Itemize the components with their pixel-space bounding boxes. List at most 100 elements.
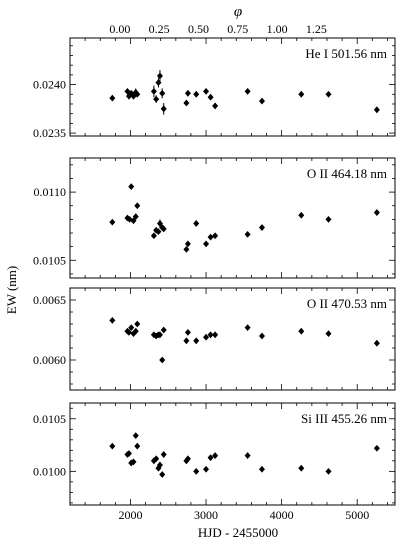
data-point <box>207 331 214 339</box>
y-tick-label: 0.0105 <box>33 253 66 267</box>
top-tick-label: 0.25 <box>149 22 170 36</box>
data-point <box>203 240 210 248</box>
top-axis-label: φ <box>234 4 242 20</box>
data-point <box>244 324 251 331</box>
data-point <box>373 209 380 216</box>
top-tick-label: 0.00 <box>109 22 130 36</box>
y-tick-label: 0.0065 <box>33 293 66 307</box>
data-point <box>153 332 160 340</box>
panel-frame <box>69 37 396 137</box>
data-point <box>203 465 210 473</box>
data-point <box>184 329 191 336</box>
data-point <box>150 232 157 240</box>
data-point <box>159 356 166 364</box>
top-tick-label: 1.00 <box>267 22 288 36</box>
data-point <box>325 467 332 475</box>
x-tick-label: 2000 <box>118 508 142 522</box>
data-point <box>298 327 305 335</box>
data-point <box>156 72 163 80</box>
panel-label: O II 470.53 nm <box>307 296 387 311</box>
x-tick-label: 3000 <box>194 508 218 522</box>
panel-label: Si III 455.26 nm <box>301 411 387 426</box>
data-point <box>130 217 137 225</box>
data-point <box>134 202 141 210</box>
data-point <box>183 99 190 107</box>
data-point <box>153 95 160 103</box>
data-point <box>183 337 190 345</box>
data-point <box>184 455 191 463</box>
data-point <box>258 465 265 473</box>
data-point <box>373 339 380 347</box>
top-tick-label: 1.25 <box>306 22 327 36</box>
data-point <box>134 442 141 450</box>
data-point <box>126 215 133 223</box>
data-point <box>207 454 214 462</box>
data-point <box>183 245 190 253</box>
y-tick-label: 0.0100 <box>33 464 66 478</box>
data-point <box>193 220 200 227</box>
data-point <box>125 450 132 457</box>
data-point <box>373 106 380 114</box>
data-point <box>132 432 139 439</box>
data-point <box>156 331 163 339</box>
data-point <box>109 442 116 450</box>
data-point <box>325 90 332 98</box>
top-tick-label: 0.50 <box>188 22 209 36</box>
y-tick-label: 0.0060 <box>33 353 66 367</box>
top-phase-axis: φ 0.00 0.25 0.50 0.75 1.00 1.25 <box>109 4 327 36</box>
data-point <box>159 89 166 97</box>
y-tick-label: 0.0105 <box>33 412 66 426</box>
y-tick-label: 0.0240 <box>33 78 66 92</box>
data-point <box>258 224 265 231</box>
data-point <box>155 228 162 236</box>
data-point <box>160 225 167 233</box>
x-tick-label: 5000 <box>345 508 369 522</box>
data-point <box>132 213 139 221</box>
data-point <box>130 458 137 466</box>
data-point <box>134 90 141 98</box>
x-axis-label: HJD - 2455000 <box>198 525 278 540</box>
data-point <box>212 232 219 240</box>
data-point <box>203 333 210 341</box>
data-point <box>160 105 167 113</box>
data-point <box>258 97 265 105</box>
data-point <box>244 87 251 95</box>
data-point <box>193 90 200 98</box>
panel-label: O II 464.18 nm <box>307 166 387 181</box>
y-tick-label: 0.0235 <box>33 126 66 140</box>
data-point <box>153 455 160 463</box>
data-point <box>156 461 163 469</box>
panel-frame <box>69 157 396 279</box>
data-point <box>298 90 305 98</box>
data-point <box>373 444 380 452</box>
y-tick-label: 0.0110 <box>33 185 66 199</box>
data-point <box>193 467 200 475</box>
data-point <box>298 211 305 219</box>
data-point <box>244 230 251 238</box>
data-point <box>212 331 219 339</box>
data-point <box>128 183 135 191</box>
data-point <box>212 102 219 110</box>
data-point <box>212 452 219 459</box>
panel-2: 0.0105 0.0110 O II 464.18 nm <box>33 157 396 279</box>
panel-label: He I 501.56 nm <box>305 46 387 61</box>
top-tick-label: 0.75 <box>227 22 248 36</box>
data-point <box>132 327 139 335</box>
data-point <box>298 464 305 472</box>
data-point <box>193 337 200 345</box>
data-point <box>160 451 167 458</box>
panel-1: 0.0235 0.0240 He I 501.56 nm <box>33 37 396 140</box>
data-point <box>203 87 210 95</box>
data-point <box>184 89 191 97</box>
data-point <box>184 240 191 248</box>
panel-4: 0.0100 0.0105 Si III 455.26 nm <box>33 402 396 506</box>
data-point <box>109 218 116 226</box>
data-point <box>160 326 167 334</box>
y-axis-label: EW (nm) <box>4 266 19 315</box>
data-point <box>124 87 131 95</box>
data-point <box>128 324 135 331</box>
data-point <box>325 330 332 337</box>
data-point <box>150 87 157 95</box>
panel-3: 0.0060 0.0065 O II 470.53 nm <box>33 287 396 391</box>
